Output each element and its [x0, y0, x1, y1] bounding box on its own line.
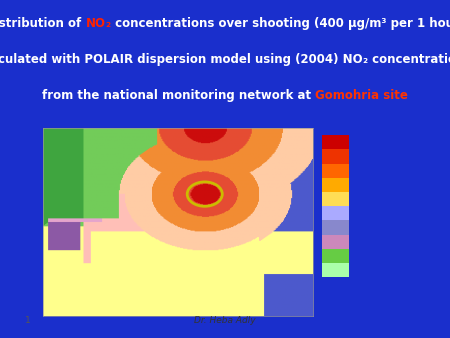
Text: ₂: ₂: [363, 53, 368, 66]
Text: ₂: ₂: [106, 17, 111, 30]
Bar: [322, 135, 349, 149]
Bar: [322, 192, 349, 206]
Text: Gomohria site: Gomohria site: [315, 89, 408, 102]
Text: concentrations: concentrations: [368, 53, 450, 66]
Bar: [322, 263, 349, 277]
Text: Distribution of: Distribution of: [0, 17, 86, 30]
Text: NO: NO: [86, 17, 106, 30]
Bar: [322, 178, 349, 192]
Text: from the national monitoring network at: from the national monitoring network at: [42, 89, 315, 102]
Text: Dr. Heba Adly: Dr. Heba Adly: [194, 316, 256, 324]
Text: concentrations over shooting (400 μg/m³ per 1 hour): concentrations over shooting (400 μg/m³ …: [111, 17, 450, 30]
Bar: [322, 220, 349, 235]
Bar: [322, 235, 349, 249]
Bar: [322, 249, 349, 263]
Bar: [322, 164, 349, 178]
Text: 1: 1: [25, 316, 31, 324]
Bar: [322, 149, 349, 164]
Text: calculated with POLAIR dispersion model using (2004) NO: calculated with POLAIR dispersion model …: [0, 53, 363, 66]
Bar: [322, 206, 349, 220]
